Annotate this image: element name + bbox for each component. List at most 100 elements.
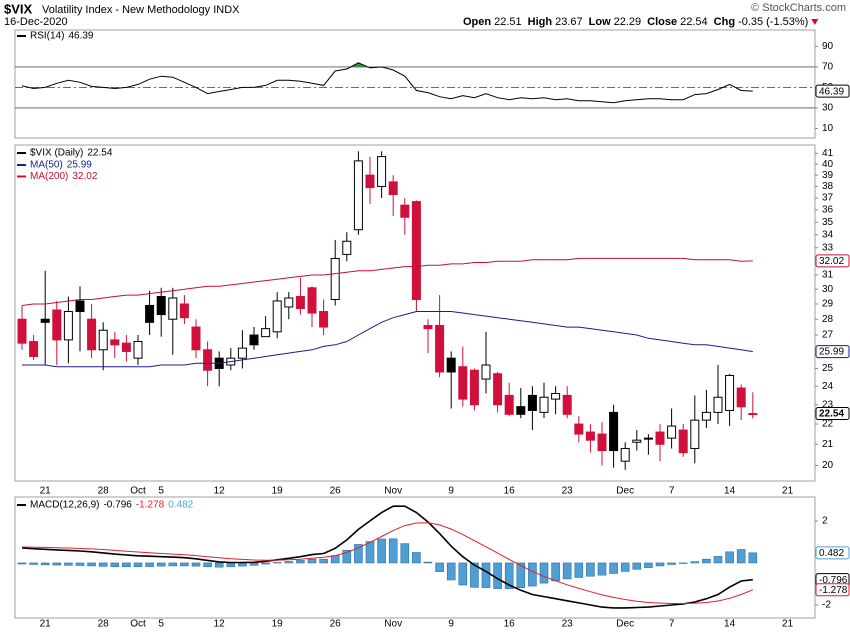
histogram-bar [110, 562, 120, 568]
histogram-bar [493, 562, 502, 589]
x-tick-label: Oct [130, 619, 146, 630]
x-tick-label: 14 [724, 619, 736, 630]
candle-body [156, 296, 166, 316]
histogram-bar [226, 562, 236, 568]
candle-body [40, 318, 50, 323]
x-tick-label: Oct [130, 486, 146, 497]
y-tick-label: 30 [822, 103, 834, 114]
histogram-bar [40, 562, 50, 566]
x-tick-label: Nov [384, 486, 402, 497]
histogram-bar [342, 550, 352, 564]
x-tick-label: 21 [782, 486, 794, 497]
candle-body [609, 411, 619, 452]
histogram-bar [678, 562, 688, 564]
y-tick-label: 23 [822, 399, 834, 410]
candle-body [736, 387, 746, 408]
candle-body [469, 369, 479, 406]
histogram-bar [203, 562, 212, 568]
y-tick-label: 10 [822, 123, 834, 134]
value-box-label: 46.39 [819, 86, 844, 97]
value-box-label: -0.796 [819, 575, 848, 586]
legend-value: -0.796 [103, 500, 132, 511]
candle-body [539, 396, 549, 413]
x-tick-label: 19 [272, 619, 284, 630]
histogram-bar [133, 562, 143, 568]
histogram-bar [597, 562, 607, 576]
panel-frame [14, 29, 816, 139]
candle-body [133, 341, 143, 359]
histogram-bar [17, 562, 27, 565]
y-tick-label: 41 [822, 148, 834, 159]
candle-body [725, 375, 735, 411]
macd-line [21, 505, 753, 609]
candle-body [203, 349, 213, 371]
candle-body [75, 300, 85, 313]
value-box [815, 254, 850, 268]
candle-body [701, 411, 711, 421]
candle-body [365, 174, 375, 189]
histogram-bar [168, 562, 178, 567]
y-tick-label: 33 [822, 242, 834, 253]
candle-body [690, 419, 700, 449]
value-box-label: -1.278 [819, 585, 848, 596]
histogram-bar [702, 558, 711, 564]
histogram-bar [145, 562, 154, 567]
x-tick-label: 5 [158, 486, 164, 497]
legend-label: MACD(12,26,9) [30, 500, 99, 511]
histogram-bar [551, 562, 560, 582]
candle-body [411, 201, 421, 300]
histogram-bar [52, 562, 62, 566]
histogram-bar [528, 562, 537, 587]
histogram-bar [319, 558, 328, 564]
y-tick-label: 22 [822, 419, 834, 430]
candle-body [713, 396, 723, 413]
histogram-bar [446, 562, 456, 581]
y-tick-label: 70 [822, 62, 834, 73]
histogram-bar [354, 544, 363, 564]
x-tick-label: 14 [724, 486, 736, 497]
value-box-label: 0.482 [819, 548, 844, 559]
histogram-bar [284, 561, 294, 564]
candle-body [98, 329, 108, 351]
candle-body [667, 425, 677, 439]
histogram-bar [609, 562, 618, 574]
candle-body [632, 439, 642, 443]
candle-body [284, 297, 294, 308]
quote-label: Open [463, 16, 491, 28]
x-tick-label: 28 [98, 619, 110, 630]
candle-body [400, 204, 410, 218]
y-tick-label: 40 [822, 159, 834, 170]
histogram-bar [736, 549, 746, 564]
value-box-label: 22.54 [819, 409, 844, 420]
histogram-bar [667, 562, 676, 565]
candle-body [574, 423, 584, 435]
candle-body [562, 394, 572, 415]
histogram-bar [690, 561, 700, 564]
y-tick-label: 38 [822, 181, 834, 192]
y-tick-label: 37 [822, 193, 834, 204]
value-box-label: 25.99 [819, 347, 844, 358]
x-tick-label: 7 [669, 619, 675, 630]
overbought-fill [350, 62, 382, 67]
legend-label: MA(200) [30, 171, 68, 182]
candle-body [295, 296, 305, 309]
security-name: Volatility Index - New Methodology INDX [42, 4, 240, 16]
candle-body [551, 393, 561, 400]
candle-body [620, 447, 630, 462]
y-tick-label: 24 [822, 381, 834, 392]
histogram-bar [180, 562, 189, 567]
candle-body [516, 406, 526, 415]
x-tick-label: 16 [504, 619, 516, 630]
candle-body [377, 156, 387, 187]
histogram-bar [400, 543, 410, 564]
histogram-bar [412, 552, 421, 564]
histogram-bar [365, 541, 375, 564]
histogram-bar [481, 562, 491, 588]
candle-body [179, 303, 189, 319]
candle-body [527, 394, 537, 411]
rsi-line [21, 62, 753, 104]
x-tick-label: Dec [616, 486, 634, 497]
candle-body [319, 311, 329, 328]
credit: © StockCharts.com [751, 2, 846, 14]
value-box [815, 345, 850, 359]
